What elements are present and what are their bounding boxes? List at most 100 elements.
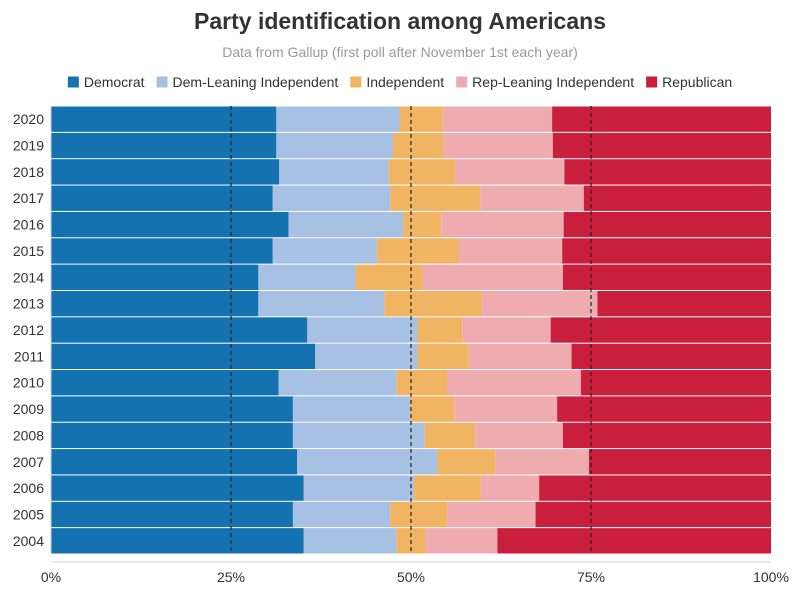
bar-segment (535, 501, 771, 528)
bar-segment (51, 343, 316, 370)
bar-segment (393, 132, 444, 159)
bar-segment (597, 290, 771, 317)
bar-segment (481, 290, 598, 317)
bar-segment (51, 264, 259, 290)
bar-segment (563, 211, 771, 238)
bar-segment (454, 396, 558, 422)
bar-segment (51, 211, 289, 238)
y-tick-label: 2017 (13, 190, 44, 206)
y-tick-label: 2020 (13, 111, 44, 127)
bar-segment (384, 290, 482, 317)
legend-label: Dem-Leaning Independent (173, 74, 339, 90)
bar-segment (303, 528, 397, 554)
bar-segment (417, 317, 463, 343)
bar-segment (292, 396, 411, 422)
x-tick-label: 75% (577, 569, 605, 585)
bar-segment (410, 396, 455, 422)
bar-segment (303, 475, 414, 501)
bar-segment (51, 449, 298, 475)
bar-segment (292, 422, 425, 449)
bar-segment (443, 132, 553, 159)
bar-segment (447, 501, 536, 528)
bar-segment (497, 528, 771, 554)
y-tick-label: 2007 (13, 454, 44, 470)
y-tick-label: 2016 (13, 217, 44, 233)
bar-segment (571, 343, 771, 370)
bar-segment (437, 449, 496, 475)
bar-segment (562, 264, 771, 290)
bar-segment (588, 449, 771, 475)
legend-swatch (67, 76, 79, 88)
bar-segment (315, 343, 418, 370)
y-tick-label: 2005 (13, 506, 44, 522)
bar-segment (279, 159, 389, 185)
y-tick-label: 2004 (13, 533, 44, 549)
bar-segment (258, 290, 385, 317)
bar-segment (51, 396, 293, 422)
bar-segment (422, 264, 563, 290)
bar-segment (51, 290, 259, 317)
bar-segment (51, 422, 293, 449)
y-tick-label: 2018 (13, 164, 44, 180)
y-tick-label: 2014 (13, 269, 44, 285)
bar-segment (388, 159, 455, 185)
bar-segment (458, 238, 563, 264)
bar-segment (51, 106, 277, 132)
bar-segment (272, 185, 391, 211)
chart-title: Party identification among Americans (194, 8, 606, 34)
bar-segment (51, 370, 279, 396)
bar-segment (557, 396, 771, 422)
y-tick-label: 2008 (13, 427, 44, 443)
bar-segment (475, 422, 563, 449)
legend-label: Rep-Leaning Independent (472, 74, 634, 90)
bar-segment (447, 370, 581, 396)
legend-swatch (350, 76, 362, 88)
bar-segment (51, 159, 280, 185)
x-tick-label: 50% (397, 569, 425, 585)
y-tick-label: 2006 (13, 480, 44, 496)
y-tick-label: 2012 (13, 322, 44, 338)
bar-segment (413, 475, 481, 501)
x-tick-label: 100% (753, 569, 789, 585)
y-tick-label: 2013 (13, 296, 44, 312)
bar-segment (539, 475, 771, 501)
bar-segment (468, 343, 572, 370)
y-tick-label: 2009 (13, 401, 44, 417)
bar-segment (580, 370, 771, 396)
y-tick-label: 2015 (13, 243, 44, 259)
bar-segment (552, 106, 771, 132)
legend-swatch (156, 76, 168, 88)
x-tick-label: 25% (217, 569, 245, 585)
bar-segment (454, 159, 565, 185)
bar-segment (272, 238, 378, 264)
x-tick-label: 0% (41, 569, 61, 585)
bar-segment (562, 238, 771, 264)
chart-subtitle: Data from Gallup (first poll after Novem… (222, 44, 578, 60)
y-tick-label: 2019 (13, 138, 44, 154)
bar-segment (355, 264, 423, 290)
bar-segment (51, 501, 293, 528)
bar-segment (51, 317, 308, 343)
bar-segment (564, 159, 771, 185)
bar-segment (278, 370, 397, 396)
legend-label: Democrat (84, 74, 145, 90)
bar-segment (495, 449, 589, 475)
bar-segment (425, 528, 498, 554)
legend-swatch (456, 76, 468, 88)
bar-segment (377, 238, 459, 264)
y-tick-label: 2011 (14, 348, 44, 364)
bar-segment (396, 370, 447, 396)
bar-segment (288, 211, 404, 238)
bar-segment (480, 475, 540, 501)
bar-segment (403, 211, 442, 238)
bar-segment (276, 106, 400, 132)
bar-segment (51, 185, 273, 211)
bar-segment (441, 211, 564, 238)
legend-swatch (646, 76, 658, 88)
bar-segment (292, 501, 391, 528)
bar-segment (51, 132, 277, 159)
bar-segment (552, 132, 771, 159)
bar-segment (417, 343, 469, 370)
bar-segment (51, 238, 273, 264)
